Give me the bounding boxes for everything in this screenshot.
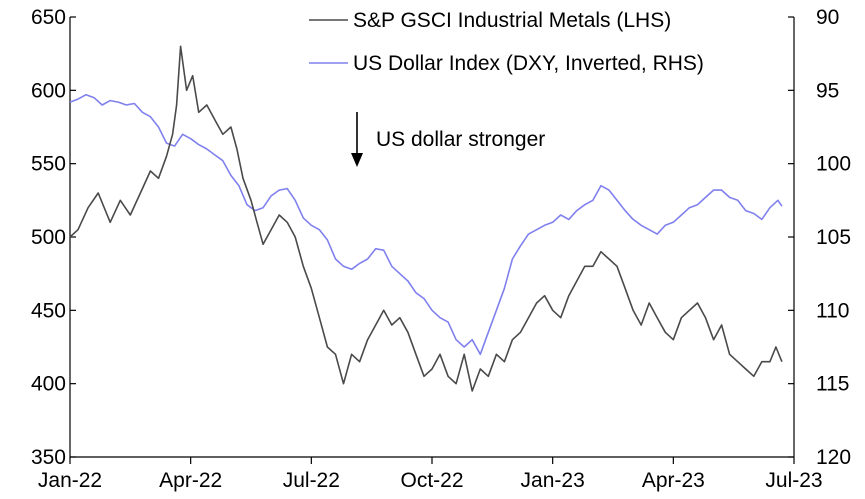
left-axis-ticks: 350 400 450 500 550 600 650	[31, 6, 76, 469]
right-tick-label: 115	[816, 373, 849, 396]
left-tick-label: 400	[31, 373, 66, 396]
series-layer	[69, 45, 783, 392]
right-tick-label: 100	[816, 153, 851, 176]
right-tick-label: 90	[816, 6, 839, 29]
right-tick-label: 95	[816, 79, 839, 102]
annotation: US dollar stronger	[351, 112, 545, 167]
left-tick-label: 550	[31, 153, 66, 176]
down-arrow-icon	[351, 153, 363, 167]
left-tick-label: 350	[31, 446, 66, 469]
legend-label-dxy: US Dollar Index (DXY, Inverted, RHS)	[353, 52, 704, 75]
x-tick-label: Apr-23	[642, 469, 705, 492]
annotation-text: US dollar stronger	[376, 128, 545, 151]
legend: S&P GSCI Industrial Metals (LHS) US Doll…	[309, 9, 704, 75]
series-line-dxy	[69, 93, 783, 356]
x-tick-label: Jan-23	[521, 469, 585, 492]
left-tick-label: 600	[31, 79, 66, 102]
x-tick-label: Jul-23	[765, 469, 822, 492]
left-tick-label: 500	[31, 226, 66, 249]
legend-label-metals: S&P GSCI Industrial Metals (LHS)	[353, 9, 671, 32]
right-tick-label: 110	[816, 299, 849, 322]
x-axis-ticks: Jan-22 Apr-22 Jul-22 Oct-22 Jan-23 Apr-23 Jul-…	[38, 457, 823, 492]
x-tick-label: Oct-22	[400, 469, 463, 492]
x-tick-label: Jul-22	[283, 469, 340, 492]
x-tick-label: Jan-22	[38, 469, 102, 492]
left-tick-label: 650	[31, 6, 66, 29]
series-line-metals	[69, 45, 783, 392]
left-tick-label: 450	[31, 299, 66, 322]
right-axis-ticks: 90 95 100 105 110 115 120	[788, 6, 851, 469]
right-tick-label: 105	[816, 226, 851, 249]
x-tick-label: Apr-22	[159, 469, 222, 492]
right-tick-label: 120	[816, 446, 851, 469]
